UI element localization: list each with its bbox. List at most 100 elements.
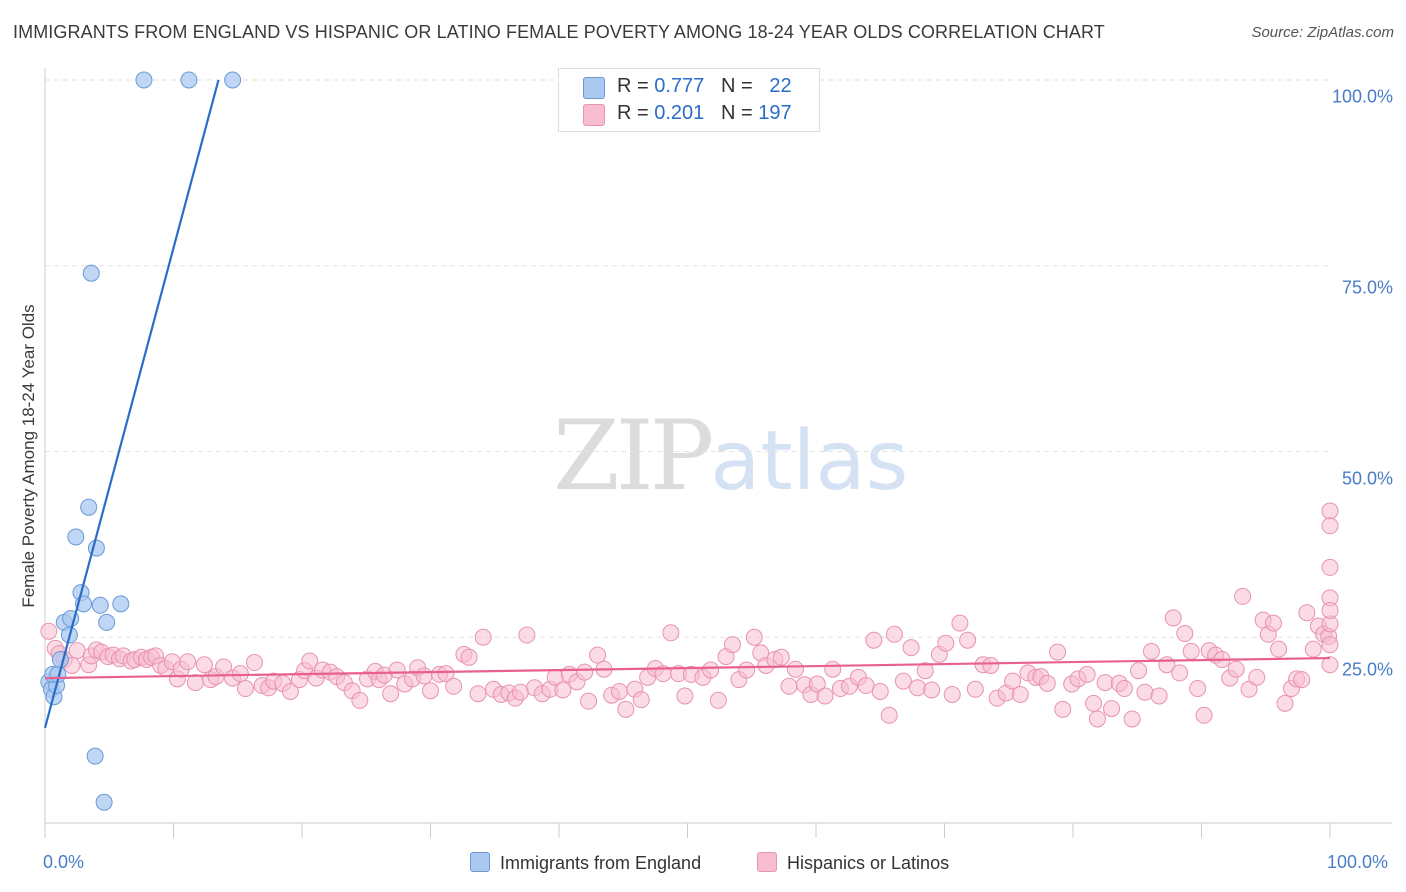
legend: R = 0.777 N = 22 R = 0.201 N = 197 <box>558 68 820 132</box>
point-hispanic <box>589 646 607 664</box>
point-hispanic <box>808 675 826 693</box>
point-hispanic <box>1096 674 1114 692</box>
point-hispanic <box>245 654 263 672</box>
point-hispanic <box>231 665 249 683</box>
point-england <box>86 747 104 765</box>
point-hispanic <box>885 625 903 643</box>
point-hispanic <box>1164 609 1182 627</box>
point-hispanic <box>554 681 572 699</box>
point-hispanic <box>1321 502 1339 520</box>
point-hispanic <box>662 624 680 642</box>
legend-n-label: N = <box>720 102 753 124</box>
point-hispanic <box>923 681 941 699</box>
point-hispanic <box>865 631 883 649</box>
y-tick-label-100: 100.0% <box>1331 86 1393 107</box>
point-hispanic <box>460 648 478 666</box>
point-hispanic <box>1298 604 1316 622</box>
point-england <box>135 71 153 89</box>
point-hispanic <box>422 682 439 700</box>
legend-r-value: 0.201 <box>654 102 705 124</box>
point-hispanic <box>236 680 254 698</box>
point-hispanic <box>1085 694 1103 712</box>
point-hispanic <box>959 631 977 649</box>
point-hispanic <box>281 682 299 700</box>
point-hispanic <box>1195 706 1213 724</box>
point-hispanic <box>902 639 920 657</box>
point-hispanic <box>1304 640 1322 658</box>
chart-title: IMMIGRANTS FROM ENGLAND VS HISPANIC OR L… <box>13 22 1105 42</box>
point-hispanic <box>709 691 727 709</box>
point-hispanic <box>437 665 455 683</box>
point-england <box>224 71 242 89</box>
point-hispanic <box>982 656 1000 674</box>
point-hispanic <box>1270 640 1288 658</box>
trend-line-england <box>43 79 220 729</box>
point-hispanic <box>1182 642 1200 660</box>
point-hispanic <box>871 682 889 700</box>
point-hispanic <box>576 663 594 681</box>
watermark: ZIPatlas <box>553 400 908 512</box>
x-tick-label-min: 0.0% <box>43 852 85 872</box>
point-hispanic <box>511 683 529 701</box>
point-hispanic <box>1150 687 1168 705</box>
y-tick-label-25: 25.0% <box>1341 659 1393 680</box>
point-hispanic <box>474 628 492 646</box>
legend-n-label: N = <box>720 75 753 97</box>
point-hispanic <box>1264 614 1282 632</box>
point-hispanic <box>1321 558 1339 576</box>
bottom-legend-england: Immigrants from England <box>470 852 701 874</box>
point-hispanic <box>1038 674 1056 692</box>
point-hispanic <box>388 661 406 679</box>
point-hispanic <box>1078 665 1096 683</box>
point-hispanic <box>1293 671 1311 689</box>
point-hispanic <box>943 685 961 703</box>
y-tick-label-75: 75.0% <box>1341 277 1393 298</box>
point-england <box>112 595 130 613</box>
watermark-zip: ZIP <box>553 400 714 512</box>
bottom-legend-label-england: Immigrants from England <box>500 853 702 873</box>
source-label: Source: ZipAtlas.com <box>1251 24 1394 41</box>
point-hispanic <box>301 652 319 670</box>
point-hispanic <box>772 648 790 666</box>
point-hispanic <box>68 642 86 660</box>
point-hispanic <box>1189 680 1207 698</box>
point-hispanic <box>909 679 927 697</box>
point-hispanic <box>1054 700 1072 718</box>
point-hispanic <box>894 672 912 690</box>
point-hispanic <box>1011 685 1029 703</box>
point-england <box>82 264 100 282</box>
legend-r-label: R = <box>617 102 649 124</box>
watermark-atlas: atlas <box>710 414 909 509</box>
point-hispanic <box>632 691 650 709</box>
point-hispanic <box>1115 680 1133 698</box>
bottom-legend-swatch-england <box>470 852 490 872</box>
point-hispanic <box>723 636 741 654</box>
y-tick-label-50: 50.0% <box>1341 468 1393 489</box>
point-hispanic <box>1136 683 1154 701</box>
point-hispanic <box>786 660 804 678</box>
point-hispanic <box>1227 660 1245 678</box>
point-hispanic <box>518 626 536 644</box>
point-hispanic <box>1123 710 1141 728</box>
legend-r-value: 0.777 <box>654 75 705 97</box>
point-hispanic <box>179 653 197 671</box>
point-hispanic <box>186 674 204 692</box>
point-hispanic <box>816 687 834 705</box>
point-hispanic <box>857 677 875 695</box>
bottom-legend-swatch-hispanic <box>757 852 777 872</box>
legend-swatch-england <box>583 77 605 99</box>
point-hispanic <box>1321 602 1339 620</box>
legend-n-value: 197 <box>758 102 792 124</box>
point-hispanic <box>937 634 955 652</box>
point-hispanic <box>1234 587 1252 605</box>
trend-line-hispanic <box>44 656 1331 680</box>
point-hispanic <box>617 700 635 718</box>
point-hispanic <box>745 628 763 646</box>
bottom-legend-hispanic: Hispanics or Latinos <box>757 852 949 874</box>
point-hispanic <box>1321 636 1339 654</box>
point-england <box>180 71 198 89</box>
point-england <box>95 793 113 811</box>
point-england <box>98 613 116 631</box>
point-hispanic <box>445 677 463 695</box>
